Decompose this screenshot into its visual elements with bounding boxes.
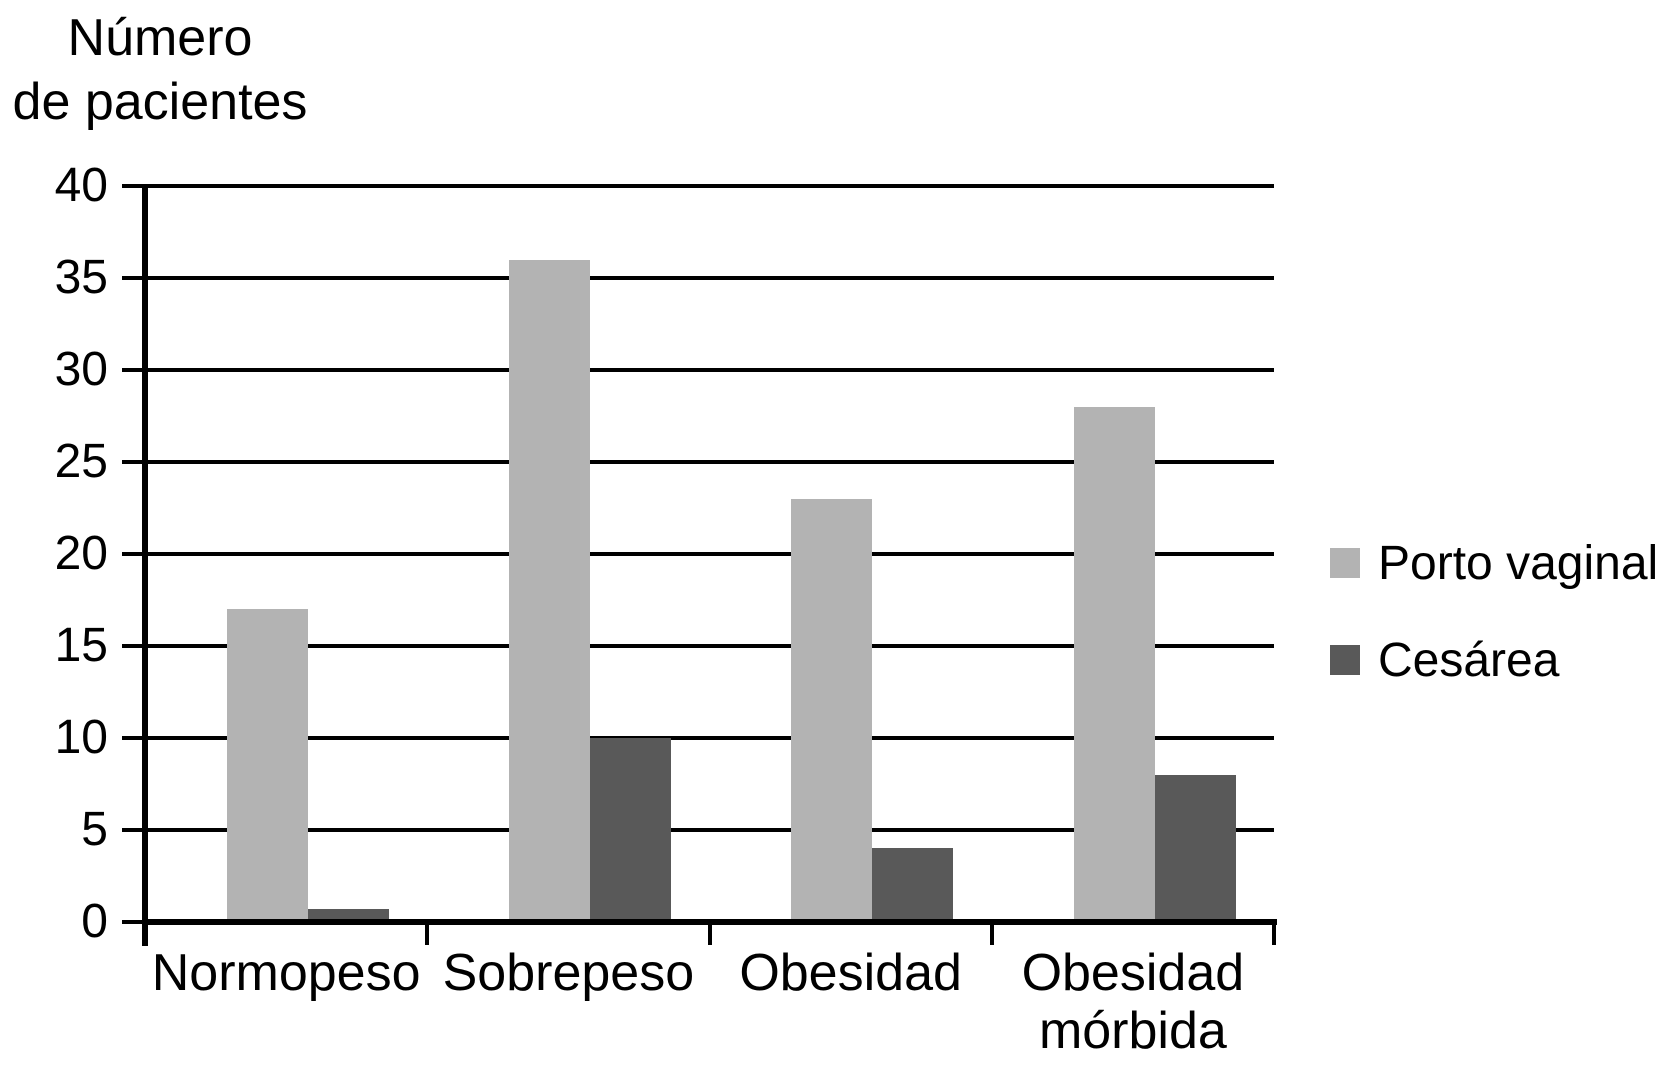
- y-axis-tick: [122, 644, 145, 648]
- gridline-35: [145, 276, 1274, 280]
- y-tick-label: 15: [54, 619, 108, 672]
- x-axis-tick: [1272, 925, 1276, 945]
- y-tick-label: 10: [54, 711, 108, 764]
- legend-label-cesarea: Cesárea: [1378, 633, 1560, 687]
- legend: Porto vaginal Cesárea: [1330, 533, 1660, 733]
- gridline-10: [145, 736, 1274, 740]
- y-axis-line: [142, 184, 148, 946]
- x-category-label-sobrepeso: Sobrepeso: [427, 944, 709, 1002]
- x-category-label-normopeso: Normopeso: [145, 944, 427, 1002]
- y-axis-title-line-2: de pacientes: [12, 73, 308, 131]
- x-axis-tick: [143, 925, 147, 945]
- y-tick-label: 35: [54, 251, 108, 304]
- gridline-40: [145, 184, 1274, 188]
- x-category-label-obesidad-morbida: Obesidad mórbida: [992, 944, 1274, 1060]
- y-axis-tick: [122, 460, 145, 464]
- x-category-label-line: Sobrepeso: [442, 944, 695, 1002]
- bar-porto-vaginal-obesidad: [791, 498, 873, 922]
- y-axis-tick: [122, 368, 145, 372]
- legend-swatch-cesarea: [1330, 645, 1360, 675]
- x-axis-tick: [707, 925, 712, 945]
- y-tick-label: 20: [54, 527, 108, 580]
- y-axis-tick: [122, 184, 145, 188]
- y-tick-label: 30: [54, 343, 108, 396]
- legend-swatch-porto-vaginal: [1330, 548, 1360, 578]
- y-axis-tick: [122, 276, 145, 280]
- y-axis-tick: [122, 920, 145, 924]
- y-tick-label: 5: [81, 803, 108, 856]
- y-axis-tick: [122, 736, 145, 740]
- y-axis-tick: [122, 828, 145, 832]
- gridline-25: [145, 460, 1274, 464]
- x-category-label-obesidad: Obesidad: [710, 944, 992, 1002]
- x-axis-tick: [425, 925, 430, 945]
- legend-label-porto-vaginal: Porto vaginal: [1378, 536, 1659, 590]
- y-axis-tick: [122, 552, 145, 556]
- x-axis-tick: [989, 925, 994, 945]
- y-axis-title-line-1: Número: [67, 9, 253, 67]
- x-category-label-line: Obesidad: [739, 944, 962, 1002]
- gridline-5: [145, 828, 1274, 832]
- x-category-label-line: Normopeso: [151, 944, 421, 1002]
- bar-porto-vaginal-obesidad-morbida: [1073, 406, 1155, 922]
- legend-item-porto-vaginal: Porto vaginal: [1330, 533, 1658, 593]
- gridline-20: [145, 552, 1274, 556]
- x-axis-line: [142, 919, 1277, 925]
- bar-cesarea-obesidad-morbida: [1154, 774, 1236, 922]
- bar-cesarea-obesidad: [872, 848, 954, 922]
- x-category-label-line: Obesidad: [1021, 944, 1245, 1002]
- bar-porto-vaginal-normopeso: [226, 609, 308, 922]
- y-tick-label: 25: [54, 435, 108, 488]
- y-tick-label: 0: [81, 895, 108, 948]
- x-category-label-line: mórbida: [1038, 1002, 1227, 1060]
- y-axis-title: Número de pacientes: [0, 6, 320, 134]
- bar-cesarea-sobrepeso: [590, 738, 672, 922]
- gridline-15: [145, 644, 1274, 648]
- y-tick-label: 40: [54, 159, 108, 212]
- bar-cesarea-normopeso: [307, 909, 389, 922]
- bar-porto-vaginal-sobrepeso: [509, 259, 591, 922]
- legend-item-cesarea: Cesárea: [1330, 630, 1559, 690]
- gridline-30: [145, 368, 1274, 372]
